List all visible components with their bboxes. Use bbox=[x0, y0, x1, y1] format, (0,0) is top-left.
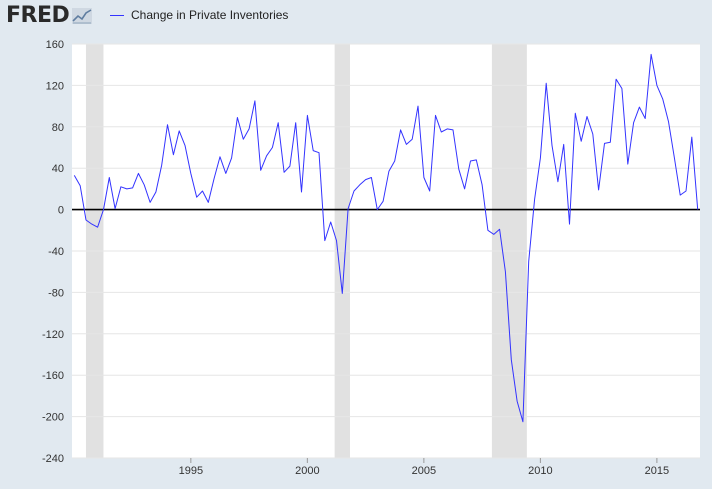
y-tick-label: 120 bbox=[46, 80, 64, 92]
fred-logo-text: FRED bbox=[6, 3, 70, 28]
y-tick-label: -160 bbox=[42, 370, 64, 382]
x-tick-label: 2015 bbox=[645, 465, 669, 477]
series-line bbox=[73, 53, 699, 423]
x-tick-label: 2005 bbox=[412, 465, 436, 477]
x-tick-label: 1995 bbox=[179, 465, 203, 477]
y-tick-label: -120 bbox=[42, 329, 64, 341]
y-tick-label: 160 bbox=[46, 39, 64, 51]
y-tick-label: 0 bbox=[58, 205, 64, 217]
x-tick-label: 2010 bbox=[528, 465, 552, 477]
line-chart-icon bbox=[72, 8, 93, 24]
y-tick-label: 40 bbox=[52, 163, 64, 175]
x-tick-label: 2000 bbox=[295, 465, 319, 477]
chart-legend: Change in Private Inventories bbox=[110, 8, 288, 22]
y-tick-label: -80 bbox=[48, 287, 64, 299]
legend-label: Change in Private Inventories bbox=[131, 8, 289, 22]
fred-logo[interactable]: FRED bbox=[6, 3, 93, 29]
legend-swatch bbox=[110, 14, 124, 16]
y-tick-label: -40 bbox=[48, 246, 64, 258]
y-tick-label: -200 bbox=[42, 412, 64, 424]
y-tick-label: -240 bbox=[42, 453, 64, 465]
y-tick-label: 80 bbox=[52, 122, 64, 134]
chart-header: FRED Change in Private Inventories bbox=[0, 0, 712, 34]
